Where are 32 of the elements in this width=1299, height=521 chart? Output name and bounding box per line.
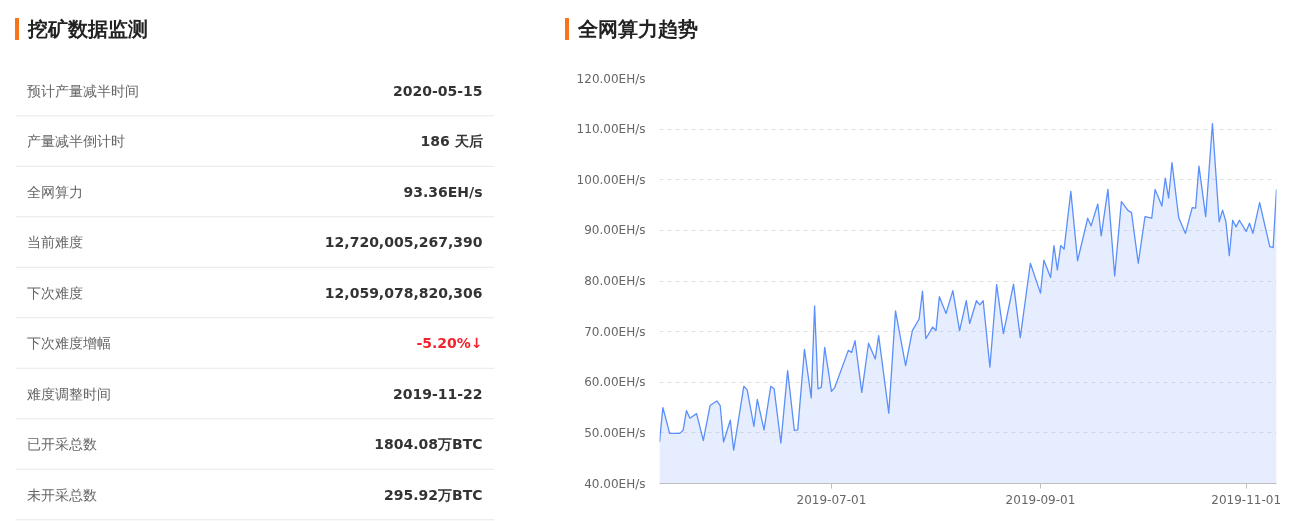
text: 12,059,078,820,306 bbox=[324, 284, 483, 301]
y-tick-label: 100.00EH/s bbox=[576, 172, 646, 187]
y-tick-label: 110.00EH/s bbox=[576, 122, 646, 137]
text: -5.20%↓ bbox=[416, 335, 483, 351]
category-label: 当前难度 bbox=[26, 234, 83, 250]
y-tick-label: 40.00EH/s bbox=[584, 476, 646, 491]
text: 295.92万BTC bbox=[383, 486, 483, 503]
text: 挖矿数据监测 bbox=[15, 17, 148, 41]
y-tick-label: 80.00EH/s bbox=[584, 274, 646, 288]
y-tick-label: 60.00EH/s bbox=[584, 375, 646, 390]
text: 1804.08万BTC bbox=[374, 436, 483, 452]
chart-title: 全网算力趋势 bbox=[565, 17, 698, 41]
category-label: 已开采总数 bbox=[26, 436, 97, 452]
category-label: 难度调整时间 bbox=[25, 385, 111, 402]
x-tick-label: 2019-11-01 bbox=[1211, 492, 1282, 507]
x-tick-label: 2019-07-01 bbox=[796, 492, 867, 507]
y-tick-label: 70.00EH/s bbox=[584, 324, 646, 339]
y-tick-label: 90.00EH/s bbox=[584, 223, 646, 238]
text: 186 天后 bbox=[420, 133, 483, 149]
category-label: 全网算力 bbox=[26, 183, 83, 200]
text: 2020-05-15 bbox=[392, 82, 483, 99]
x-tick-label: 2019-09-01 bbox=[1005, 492, 1076, 507]
category-label: 下次难度增幅 bbox=[26, 335, 111, 351]
text: 12,720,005,267,390 bbox=[324, 234, 483, 250]
category-label: 预计产量减半时间 bbox=[26, 82, 139, 99]
y-tick-label: 50.00EH/s bbox=[584, 425, 646, 440]
category-label: 下次难度 bbox=[26, 284, 83, 301]
y-tick-label: 120.00EH/s bbox=[576, 71, 646, 86]
category-label: 产量减半倒计时 bbox=[26, 133, 125, 149]
category-label: 未开采总数 bbox=[26, 486, 97, 503]
text: 93.36EH/s bbox=[403, 183, 483, 200]
text: 2019-11-22 bbox=[392, 385, 483, 402]
